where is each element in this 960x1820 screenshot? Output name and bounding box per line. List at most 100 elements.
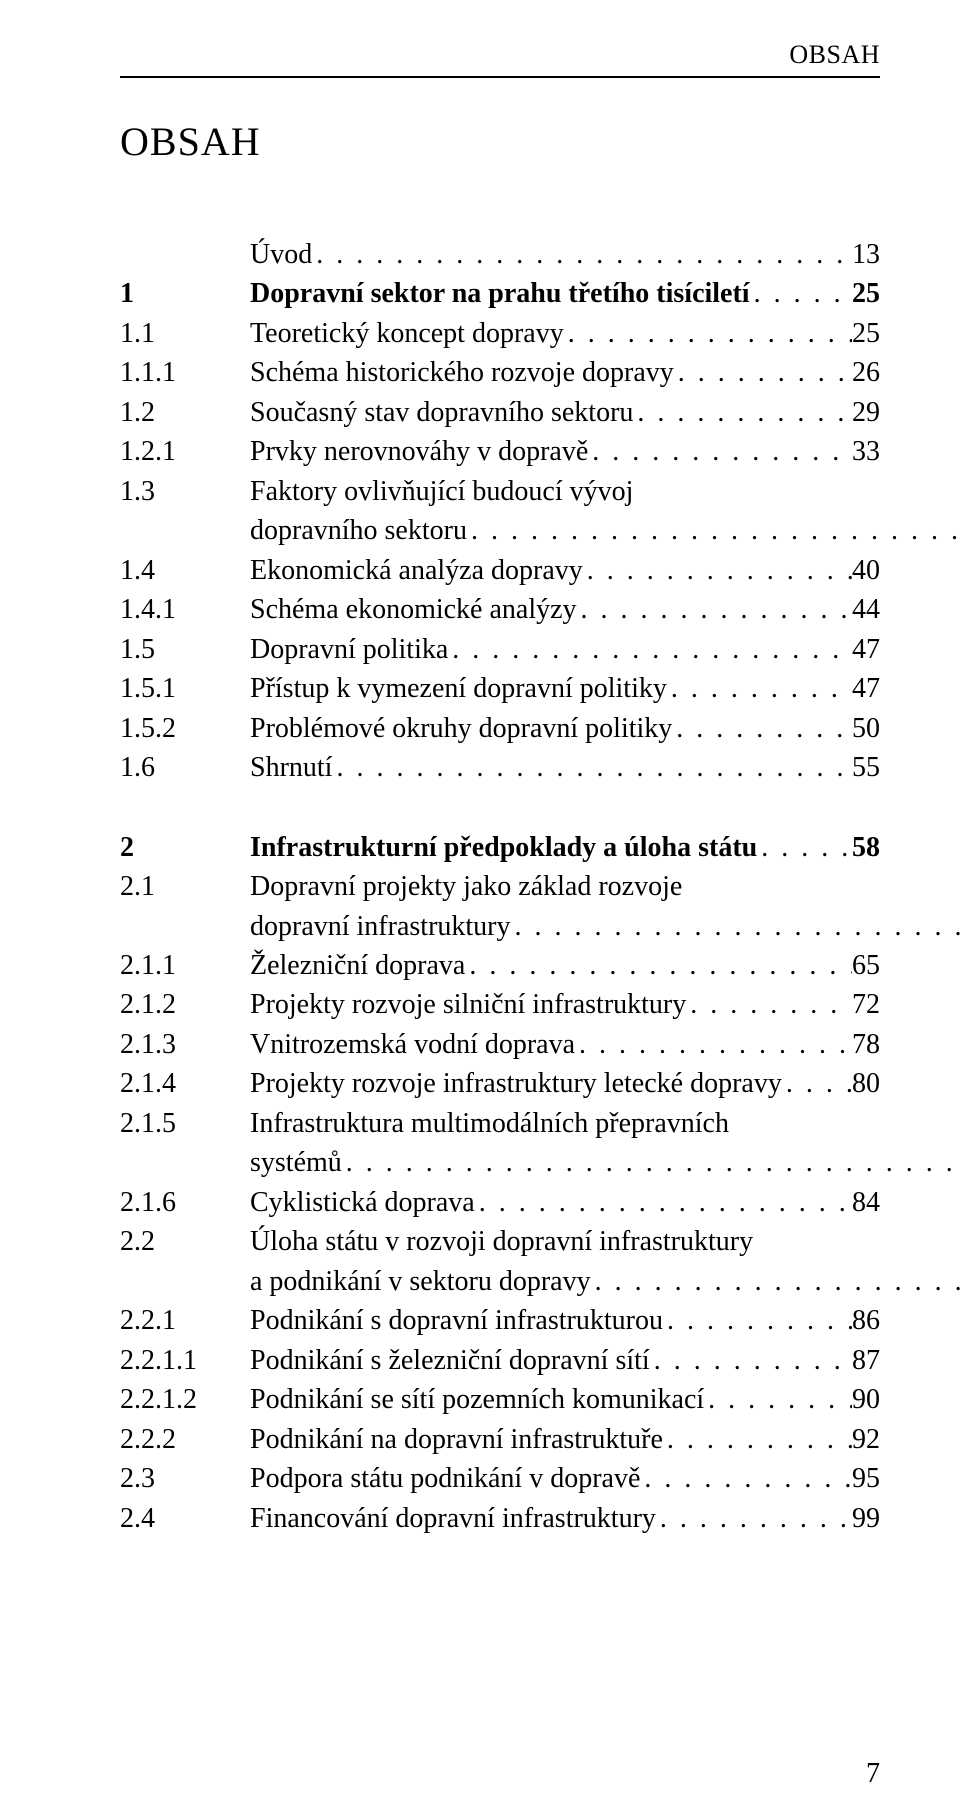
toc-entry-title: Infrastrukturní předpoklady a úloha stát… xyxy=(250,828,757,867)
toc-number: 1.2.1 xyxy=(120,432,250,471)
toc-entry-title: Prvky nerovnováhy v dopravě xyxy=(250,432,588,471)
toc-entry-title: Podnikání s železniční dopravní sítí xyxy=(250,1341,650,1380)
toc-page-number: 72 xyxy=(852,985,880,1024)
toc-row: 2.1.6Cyklistická doprava. . . . . . . . … xyxy=(120,1183,880,1222)
toc-block: 2Infrastrukturní předpoklady a úloha stá… xyxy=(120,828,880,1538)
toc-row: 2.4Financování dopravní infrastruktury. … xyxy=(120,1499,880,1538)
toc-leader: . . . . . . . . . . . . . . . . . . . . … xyxy=(467,511,960,550)
toc-page-number: 13 xyxy=(852,235,880,274)
toc-row: Úvod. . . . . . . . . . . . . . . . . . … xyxy=(120,235,880,274)
toc-row-continuation: dopravní infrastruktury. . . . . . . . .… xyxy=(120,907,960,946)
toc-entry-title: Ekonomická analýza dopravy xyxy=(250,551,583,590)
toc-entry-title: Projekty rozvoje infrastruktury letecké … xyxy=(250,1064,782,1103)
toc-entry-title: Teoretický koncept dopravy xyxy=(250,314,564,353)
toc-page-number: 25 xyxy=(852,274,880,313)
toc-page-number: 80 xyxy=(852,1064,880,1103)
toc-page-number: 78 xyxy=(852,1025,880,1064)
toc-leader: . . . . . . . . . . . . . . . . . . . . … xyxy=(672,709,852,748)
toc-leader: . . . . . . . . . . . . . . . . . . . . … xyxy=(686,985,852,1024)
toc-page-number: 26 xyxy=(852,353,880,392)
toc-leader: . . . . . . . . . . . . . . . . . . . . … xyxy=(511,907,960,946)
toc-row: 1.2.1Prvky nerovnováhy v dopravě. . . . … xyxy=(120,432,880,471)
toc-number: 1.1 xyxy=(120,314,250,353)
toc-number: 2.2.1.2 xyxy=(120,1380,250,1419)
toc-leader: . . . . . . . . . . . . . . . . . . . . … xyxy=(656,1499,852,1538)
toc-row: 2Infrastrukturní předpoklady a úloha stá… xyxy=(120,828,880,867)
toc-leader: . . . . . . . . . . . . . . . . . . . . … xyxy=(633,393,852,432)
toc-number: 2.1 xyxy=(120,867,250,906)
toc-row: 2.3Podpora státu podnikání v dopravě. . … xyxy=(120,1459,880,1498)
toc-page-number: 50 xyxy=(852,709,880,748)
running-head: OBSAH xyxy=(120,40,880,78)
toc-leader: . . . . . . . . . . . . . . . . . . . . … xyxy=(782,1064,852,1103)
toc-number: 2.1.6 xyxy=(120,1183,250,1222)
toc-row: 2.2.1.1Podnikání s železniční dopravní s… xyxy=(120,1341,880,1380)
toc-row: 2.2.2Podnikání na dopravní infrastruktuř… xyxy=(120,1420,880,1459)
toc-row-continuation: a podnikání v sektoru dopravy. . . . . .… xyxy=(120,1262,960,1301)
toc-entry-title: Úloha státu v rozvoji dopravní infrastru… xyxy=(250,1222,753,1261)
toc-row: 1.1.1Schéma historického rozvoje dopravy… xyxy=(120,353,880,392)
toc-number: 2.1.1 xyxy=(120,946,250,985)
toc-leader: . . . . . . . . . . . . . . . . . . . . … xyxy=(650,1341,852,1380)
toc-page-number: 29 xyxy=(852,393,880,432)
toc-leader: . . . . . . . . . . . . . . . . . . . . … xyxy=(312,235,852,274)
toc-number: 1.1.1 xyxy=(120,353,250,392)
toc-page-number: 33 xyxy=(852,432,880,471)
toc-entry-title: Přístup k vymezení dopravní politiky xyxy=(250,669,667,708)
toc: Úvod. . . . . . . . . . . . . . . . . . … xyxy=(120,235,880,1538)
toc-leader: . . . . . . . . . . . . . . . . . . . . … xyxy=(465,946,852,985)
toc-page-number: 92 xyxy=(852,1420,880,1459)
toc-leader: . . . . . . . . . . . . . . . . . . . . … xyxy=(750,274,852,313)
toc-leader: . . . . . . . . . . . . . . . . . . . . … xyxy=(674,353,852,392)
toc-number: 1.4 xyxy=(120,551,250,590)
toc-row: 1.6Shrnutí. . . . . . . . . . . . . . . … xyxy=(120,748,880,787)
toc-page-number: 84 xyxy=(852,1183,880,1222)
toc-number: 1.5.2 xyxy=(120,709,250,748)
toc-row: 1.3Faktory ovlivňující budoucí vývoj xyxy=(120,472,880,511)
toc-leader: . . . . . . . . . . . . . . . . . . . . … xyxy=(475,1183,852,1222)
toc-number: 1.6 xyxy=(120,748,250,787)
toc-entry-title: Dopravní sektor na prahu třetího tisícil… xyxy=(250,274,750,313)
toc-leader: . . . . . . . . . . . . . . . . . . . . … xyxy=(704,1380,852,1419)
toc-leader: . . . . . . . . . . . . . . . . . . . . … xyxy=(342,1143,960,1182)
toc-leader: . . . . . . . . . . . . . . . . . . . . … xyxy=(575,1025,852,1064)
toc-number: 1.2 xyxy=(120,393,250,432)
toc-row: 1.2Současný stav dopravního sektoru. . .… xyxy=(120,393,880,432)
toc-number: 2.2 xyxy=(120,1222,250,1261)
toc-entry-title: Schéma ekonomické analýzy xyxy=(250,590,577,629)
toc-entry-title: Dopravní projekty jako základ rozvoje xyxy=(250,867,682,906)
toc-leader: . . . . . . . . . . . . . . . . . . . . … xyxy=(591,1262,960,1301)
toc-page-number: 40 xyxy=(852,551,880,590)
toc-row: 1.1Teoretický koncept dopravy. . . . . .… xyxy=(120,314,880,353)
toc-number: 2.1.5 xyxy=(120,1104,250,1143)
toc-entry-title: Podnikání na dopravní infrastruktuře xyxy=(250,1420,663,1459)
toc-leader: . . . . . . . . . . . . . . . . . . . . … xyxy=(332,748,852,787)
toc-page-number: 25 xyxy=(852,314,880,353)
toc-number: 2.1.2 xyxy=(120,985,250,1024)
toc-number: 1.5.1 xyxy=(120,669,250,708)
toc-page-number: 65 xyxy=(852,946,880,985)
toc-leader: . . . . . . . . . . . . . . . . . . . . … xyxy=(583,551,852,590)
toc-leader: . . . . . . . . . . . . . . . . . . . . … xyxy=(757,828,852,867)
toc-row: 2.2.1Podnikání s dopravní infrastrukturo… xyxy=(120,1301,880,1340)
toc-row: 2.2Úloha státu v rozvoji dopravní infras… xyxy=(120,1222,880,1261)
toc-entry-title-cont: dopravního sektoru xyxy=(250,511,467,550)
toc-row: 1.5.1Přístup k vymezení dopravní politik… xyxy=(120,669,880,708)
toc-entry-title: Úvod xyxy=(250,235,312,274)
toc-number: 1.5 xyxy=(120,630,250,669)
toc-number: 1 xyxy=(120,274,250,313)
toc-row: 2.1.2Projekty rozvoje silniční infrastru… xyxy=(120,985,880,1024)
toc-row: 2.1.1Železniční doprava. . . . . . . . .… xyxy=(120,946,880,985)
toc-row: 2.1.5Infrastruktura multimodálních přepr… xyxy=(120,1104,880,1143)
toc-entry-title: Vnitrozemská vodní doprava xyxy=(250,1025,575,1064)
toc-block: Úvod. . . . . . . . . . . . . . . . . . … xyxy=(120,235,880,788)
toc-leader: . . . . . . . . . . . . . . . . . . . . … xyxy=(564,314,852,353)
toc-entry-title: Infrastruktura multimodálních přepravníc… xyxy=(250,1104,729,1143)
toc-entry-title: Problémové okruhy dopravní politiky xyxy=(250,709,672,748)
toc-row: 2.1Dopravní projekty jako základ rozvoje xyxy=(120,867,880,906)
toc-number: 2.2.1 xyxy=(120,1301,250,1340)
toc-row: 1.4Ekonomická analýza dopravy. . . . . .… xyxy=(120,551,880,590)
toc-number: 2.3 xyxy=(120,1459,250,1498)
toc-row: 2.1.4Projekty rozvoje infrastruktury let… xyxy=(120,1064,880,1103)
toc-page-number: 95 xyxy=(852,1459,880,1498)
